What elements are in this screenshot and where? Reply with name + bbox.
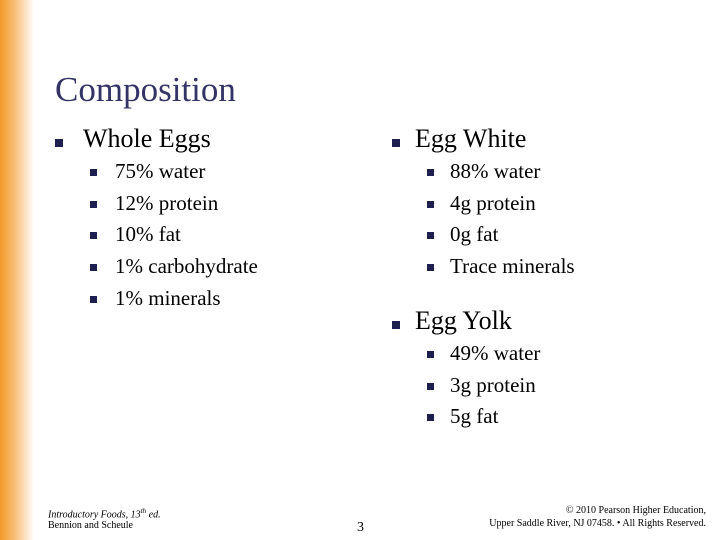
sub-bullet — [427, 382, 434, 390]
title: Composition — [55, 70, 236, 109]
item: 75% water — [115, 159, 206, 183]
book-main: Introductory Foods, 13 — [48, 509, 141, 521]
item: Trace minerals — [450, 254, 575, 279]
section-heading: Egg Yolk — [415, 306, 512, 335]
item: 1% minerals — [115, 285, 221, 310]
sub-bullet — [427, 232, 434, 240]
bullet — [392, 139, 400, 147]
page-number: 3 — [357, 520, 364, 535]
section-heading: Egg White — [415, 124, 527, 153]
sub-bullet — [90, 232, 97, 240]
item: 5g fat — [450, 404, 499, 429]
item: 3g protein — [450, 372, 536, 397]
book-rest: ed. — [146, 509, 161, 521]
book-title: Introductory Foods, 13th ed. — [48, 508, 161, 520]
sub-bullet — [427, 169, 434, 176]
bullet — [55, 139, 63, 147]
sub-bullet — [427, 414, 434, 422]
copyright-1: © 2010 Pearson Higher Education, — [565, 505, 706, 516]
side-bar — [0, 0, 34, 540]
section-heading: Whole Eggs — [83, 124, 211, 153]
sub-bullet — [90, 264, 97, 272]
item: 4g protein — [450, 190, 536, 215]
item: 10% fat — [115, 222, 181, 247]
book-sup: th — [140, 507, 147, 515]
sub-bullet — [90, 295, 97, 303]
sub-bullet — [427, 351, 434, 358]
copyright-2: Upper Saddle River, NJ 07458. • All Righ… — [489, 518, 706, 529]
item: 88% water — [450, 159, 541, 183]
sub-bullet — [427, 200, 434, 208]
sub-bullet — [90, 200, 97, 208]
bullet — [392, 321, 400, 329]
item: 0g fat — [450, 222, 499, 247]
sub-bullet — [427, 264, 434, 272]
authors: Bennion and Scheule — [48, 520, 133, 531]
item: 12% protein — [115, 190, 219, 215]
item: 1% carbohydrate — [115, 254, 258, 279]
sub-bullet — [90, 169, 97, 176]
item: 49% water — [450, 341, 541, 365]
